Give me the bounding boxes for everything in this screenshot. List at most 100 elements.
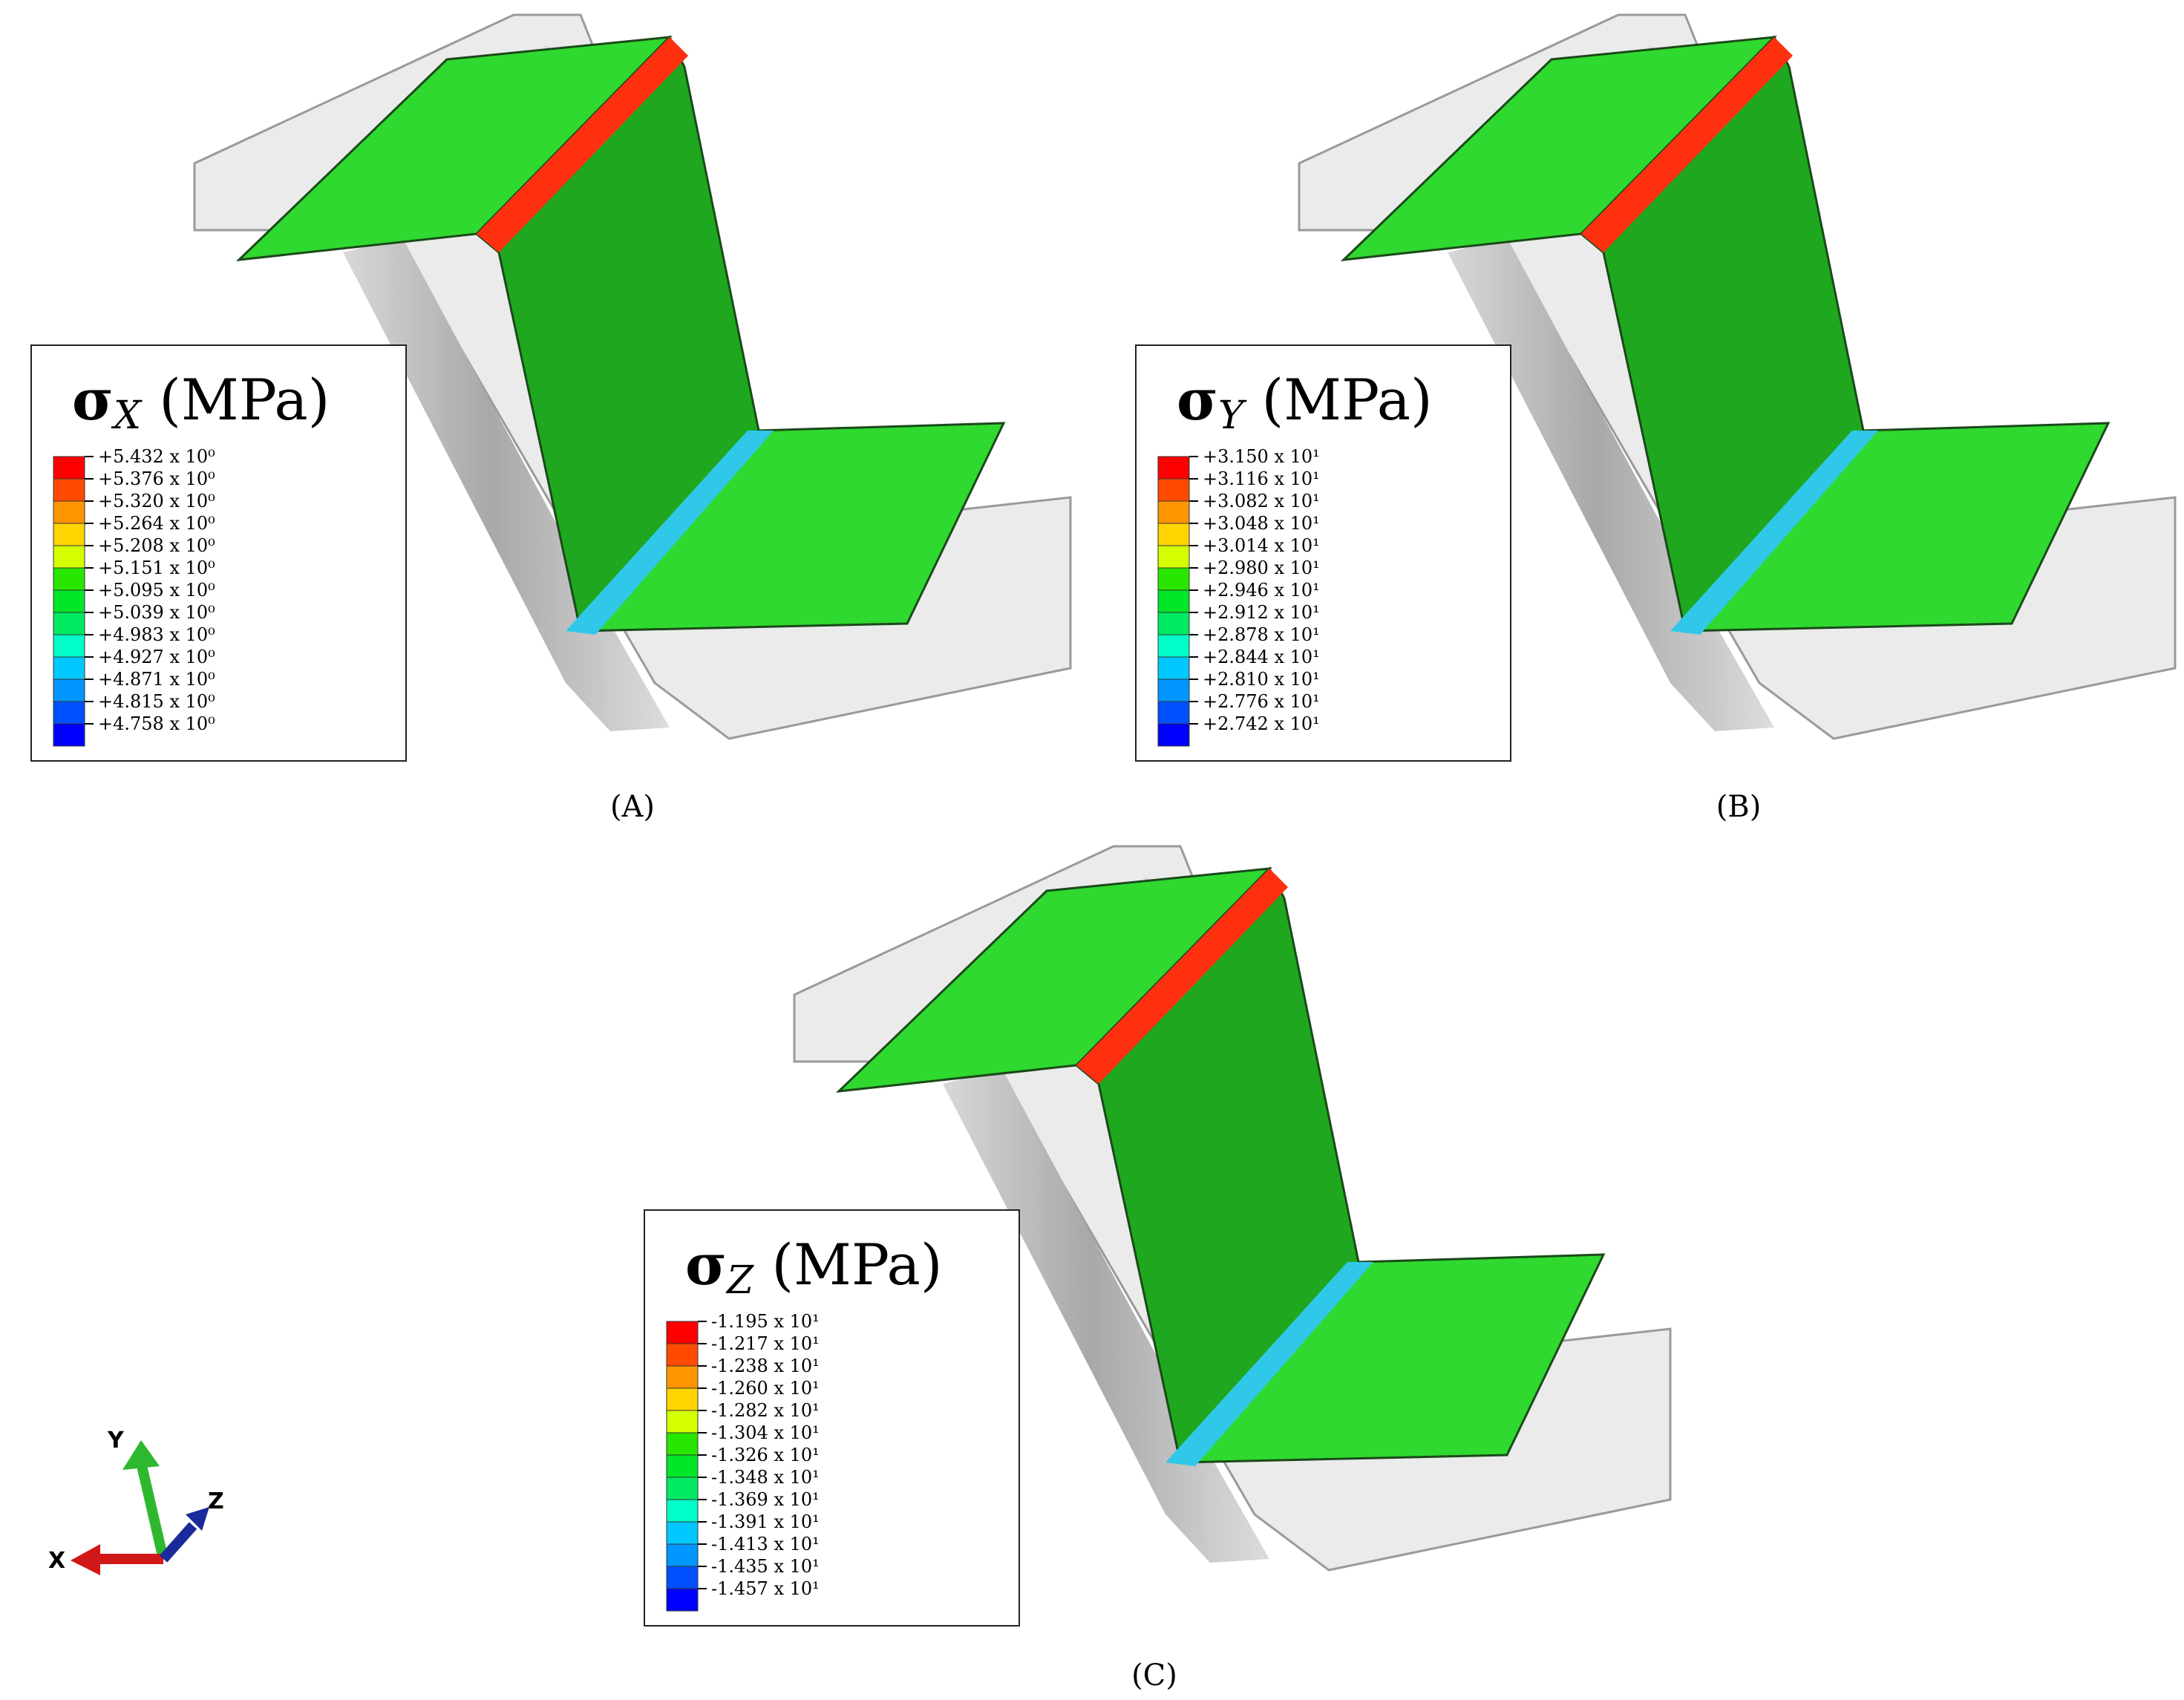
- colorbar-tick-label: +2.878 x 10¹: [1203, 624, 1320, 645]
- colorbar-cell: [666, 1588, 699, 1612]
- colorbar-cell: [1157, 679, 1190, 702]
- triad-z-arrow: [159, 1522, 197, 1563]
- colorbar-cell: [666, 1454, 699, 1478]
- colorbar-cell: [53, 612, 85, 635]
- colorbar-cell: [1157, 723, 1190, 747]
- colorbar-tick-label: +3.014 x 10¹: [1203, 535, 1320, 556]
- colorbar-tick-label: -1.282 x 10¹: [711, 1400, 820, 1421]
- legend-sigma-x: σX (MPa) +5.432 x 10⁰+5.376 x 10⁰+5.320 x…: [30, 344, 407, 762]
- colorbar-cell: [53, 679, 85, 702]
- colorbar-cell: [1157, 701, 1190, 725]
- colorbar-cell: [666, 1410, 699, 1433]
- colorbar-cell: [53, 478, 85, 502]
- colorbar-tick-label: -1.413 x 10¹: [711, 1534, 820, 1554]
- coordinate-triad: Y X Z: [48, 1428, 224, 1575]
- colorbar-tick-label: +5.151 x 10⁰: [98, 558, 215, 578]
- colorbar-tick-label: -1.326 x 10¹: [711, 1445, 820, 1465]
- colorbar-tick-label: +4.758 x 10⁰: [98, 713, 215, 734]
- colorbar-tick-label: +3.116 x 10¹: [1203, 468, 1320, 489]
- legend-box: [30, 344, 407, 762]
- colorbar-cell: [1157, 523, 1190, 546]
- colorbar-cell: [666, 1543, 699, 1567]
- colorbar-tick-label: +4.927 x 10⁰: [98, 647, 215, 667]
- colorbar-tick-label: +5.432 x 10⁰: [98, 446, 215, 467]
- colorbar-cell: [53, 701, 85, 725]
- legend-title: σZ (MPa): [685, 1232, 943, 1303]
- triad-y-head: [122, 1440, 160, 1470]
- triad-x-label: X: [48, 1548, 65, 1574]
- triad-z-label: Z: [208, 1488, 224, 1514]
- triad-z-head: [186, 1507, 209, 1531]
- triad-y-label: Y: [107, 1428, 125, 1454]
- colorbar-cell: [53, 589, 85, 613]
- colorbar-tick-label: -1.391 x 10¹: [711, 1511, 820, 1532]
- colorbar-tick-label: +5.095 x 10⁰: [98, 580, 215, 601]
- colorbar-tick-label: -1.217 x 10¹: [711, 1333, 820, 1354]
- legend-sigma-y: σY (MPa) +3.150 x 10¹+3.116 x 10¹+3.082 x…: [1135, 344, 1511, 762]
- colorbar-tick-label: +2.776 x 10¹: [1203, 691, 1320, 712]
- legend-box: [644, 1209, 1020, 1627]
- legend-sigma-z: σZ (MPa) -1.195 x 10¹-1.217 x 10¹-1.238 x…: [644, 1209, 1020, 1627]
- colorbar-tick-label: -1.457 x 10¹: [711, 1578, 820, 1599]
- colorbar-cell: [666, 1343, 699, 1367]
- colorbar-cell: [666, 1321, 699, 1344]
- colorbar-tick-label: -1.195 x 10¹: [711, 1311, 820, 1332]
- colorbar-tick-label: +2.844 x 10¹: [1203, 647, 1320, 667]
- colorbar-cell: [53, 723, 85, 747]
- colorbar-cell: [53, 523, 85, 546]
- colorbar-cell: [666, 1432, 699, 1456]
- colorbar-cell: [53, 545, 85, 569]
- colorbar-tick-label: -1.369 x 10¹: [711, 1489, 820, 1510]
- colorbar-cell: [53, 656, 85, 680]
- panel-label-a: (A): [610, 790, 655, 824]
- panel-label-c: (C): [1131, 1658, 1177, 1693]
- colorbar-cell: [1157, 456, 1190, 480]
- colorbar-cell: [666, 1387, 699, 1411]
- colorbar-tick-label: +2.742 x 10¹: [1203, 713, 1320, 734]
- colorbar-cell: [666, 1521, 699, 1545]
- triad-y-arrow: [136, 1461, 169, 1560]
- colorbar-cell: [1157, 500, 1190, 524]
- legend-box: [1135, 344, 1511, 762]
- colorbar-tick-label: +3.048 x 10¹: [1203, 513, 1320, 534]
- legend-title: σY (MPa): [1177, 367, 1433, 438]
- colorbar-tick-label: +2.980 x 10¹: [1203, 558, 1320, 578]
- colorbar-tick-label: +2.912 x 10¹: [1203, 602, 1320, 623]
- colorbar-cell: [666, 1365, 699, 1389]
- colorbar-cell: [53, 567, 85, 591]
- colorbar-tick-label: -1.260 x 10¹: [711, 1378, 820, 1399]
- colorbar-tick-label: +5.320 x 10⁰: [98, 491, 215, 511]
- colorbar-cell: [1157, 656, 1190, 680]
- colorbar-cell: [1157, 545, 1190, 569]
- colorbar-cell: [666, 1477, 699, 1500]
- colorbar-tick-label: -1.304 x 10¹: [711, 1422, 820, 1443]
- panel-label-b: (B): [1716, 790, 1762, 824]
- colorbar-cell: [1157, 612, 1190, 635]
- legend-title: σX (MPa): [72, 367, 330, 438]
- triad-x-head: [71, 1544, 100, 1575]
- colorbar-cell: [1157, 589, 1190, 613]
- colorbar-cell: [53, 500, 85, 524]
- colorbar-tick-label: +3.150 x 10¹: [1203, 446, 1320, 467]
- colorbar-cell: [53, 634, 85, 658]
- colorbar-tick-label: +4.815 x 10⁰: [98, 691, 215, 712]
- colorbar-tick-label: +2.946 x 10¹: [1203, 580, 1320, 601]
- colorbar-cell: [53, 456, 85, 480]
- colorbar-cell: [1157, 634, 1190, 658]
- colorbar-tick-label: +5.264 x 10⁰: [98, 513, 215, 534]
- colorbar-tick-label: -1.435 x 10¹: [711, 1556, 820, 1577]
- colorbar-cell: [1157, 567, 1190, 591]
- colorbar-tick-label: +4.983 x 10⁰: [98, 624, 215, 645]
- colorbar-cell: [1157, 478, 1190, 502]
- colorbar-tick-label: +2.810 x 10¹: [1203, 669, 1320, 690]
- colorbar-tick-label: +4.871 x 10⁰: [98, 669, 215, 690]
- colorbar-cell: [666, 1499, 699, 1523]
- colorbar-tick-label: +5.376 x 10⁰: [98, 468, 215, 489]
- colorbar-tick-label: -1.238 x 10¹: [711, 1356, 820, 1376]
- colorbar-tick-label: +5.208 x 10⁰: [98, 535, 215, 556]
- colorbar-tick-label: +5.039 x 10⁰: [98, 602, 215, 623]
- colorbar-cell: [666, 1566, 699, 1589]
- colorbar-tick-label: -1.348 x 10¹: [711, 1467, 820, 1488]
- colorbar-tick-label: +3.082 x 10¹: [1203, 491, 1320, 511]
